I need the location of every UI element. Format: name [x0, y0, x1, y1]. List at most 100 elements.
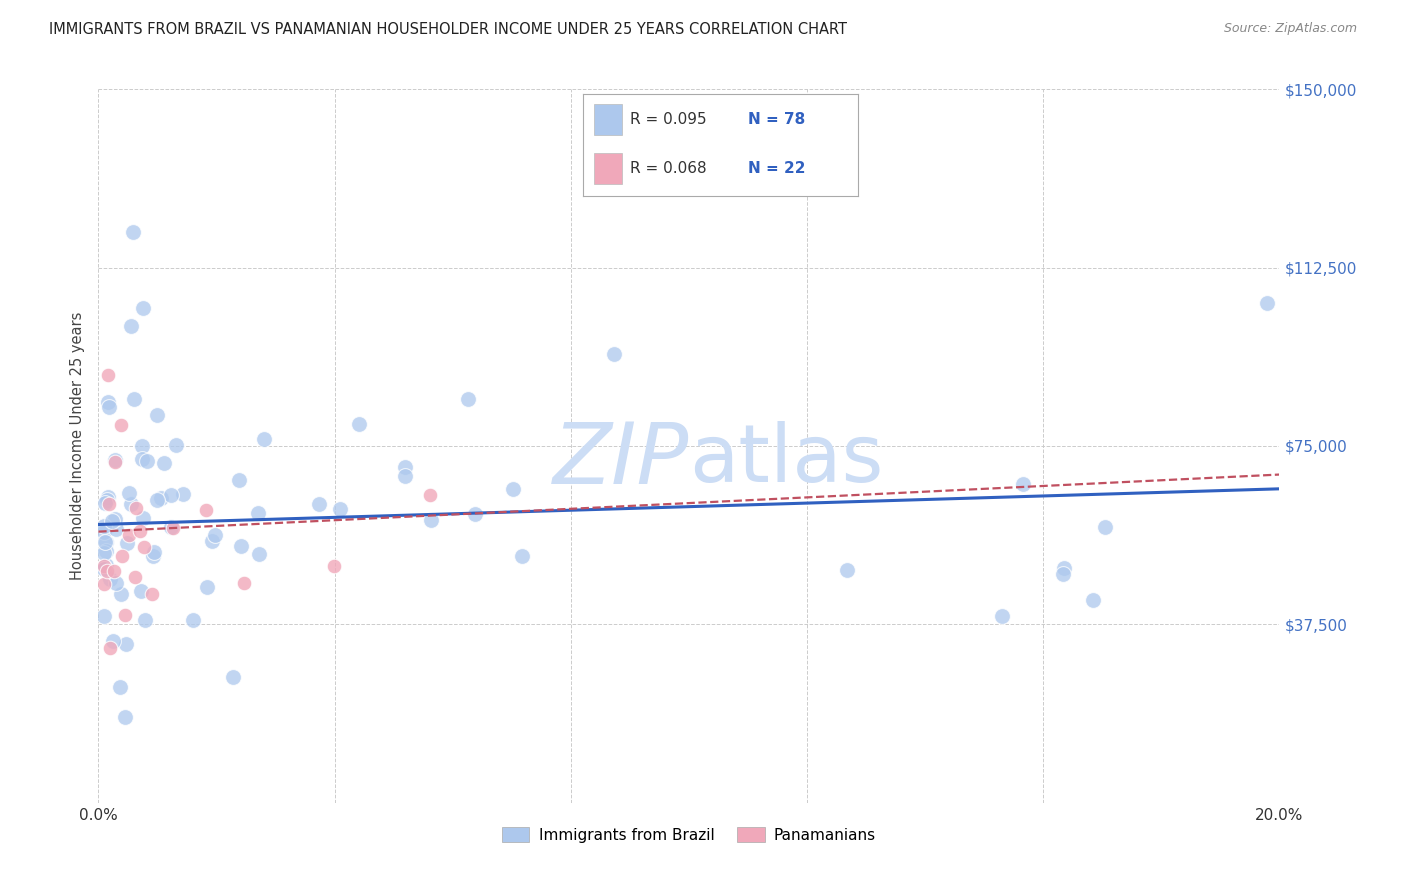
Point — [121, 225, 143, 239]
Bar — [595, 104, 621, 135]
Point — [394, 460, 416, 475]
Point — [93, 546, 115, 560]
Point — [131, 301, 153, 315]
Point — [110, 587, 132, 601]
Point — [195, 581, 218, 595]
Text: Source: ZipAtlas.com: Source: ZipAtlas.com — [1223, 22, 1357, 36]
Point — [114, 710, 136, 724]
Point — [329, 502, 352, 516]
Point — [1081, 593, 1104, 607]
Point — [160, 488, 183, 502]
Text: R = 0.068: R = 0.068 — [630, 161, 707, 176]
Point — [183, 613, 205, 627]
Point — [991, 608, 1014, 623]
Point — [1012, 477, 1035, 491]
Point — [97, 368, 120, 382]
Point — [160, 520, 183, 534]
Point — [111, 549, 134, 563]
Point — [194, 503, 217, 517]
Point — [502, 483, 524, 497]
Point — [104, 455, 127, 469]
Point — [98, 572, 121, 586]
Point — [115, 536, 138, 550]
Legend: Immigrants from Brazil, Panamanians: Immigrants from Brazil, Panamanians — [496, 821, 882, 848]
Point — [103, 565, 125, 579]
Point — [104, 522, 127, 536]
Point — [124, 570, 146, 584]
Point — [145, 493, 167, 508]
Point — [93, 562, 115, 576]
Point — [142, 545, 165, 559]
Point — [94, 543, 117, 558]
Point — [101, 633, 124, 648]
Point — [108, 680, 131, 694]
Point — [142, 549, 165, 564]
Point — [97, 395, 120, 409]
Point — [204, 528, 226, 542]
Point — [347, 417, 370, 431]
Point — [512, 549, 534, 563]
Point — [122, 392, 145, 406]
Point — [253, 432, 276, 446]
Point — [1256, 295, 1278, 310]
Point — [246, 506, 269, 520]
Text: IMMIGRANTS FROM BRAZIL VS PANAMANIAN HOUSEHOLDER INCOME UNDER 25 YEARS CORRELATI: IMMIGRANTS FROM BRAZIL VS PANAMANIAN HOU… — [49, 22, 848, 37]
Point — [96, 534, 118, 549]
Point — [96, 558, 118, 573]
Point — [93, 496, 115, 510]
Point — [93, 577, 115, 591]
Point — [131, 452, 153, 467]
Bar — [595, 153, 621, 184]
Point — [117, 486, 139, 500]
Point — [124, 501, 146, 516]
Point — [96, 492, 118, 507]
Point — [132, 511, 155, 525]
Point — [172, 487, 194, 501]
Point — [134, 540, 156, 554]
Point — [120, 319, 142, 334]
Y-axis label: Householder Income Under 25 years: Householder Income Under 25 years — [70, 312, 86, 580]
Point — [464, 507, 486, 521]
Text: R = 0.095: R = 0.095 — [630, 112, 707, 127]
Point — [149, 491, 172, 505]
Point — [93, 609, 115, 624]
Point — [136, 454, 159, 468]
Point — [97, 400, 120, 414]
Point — [1052, 566, 1074, 581]
Point — [93, 560, 115, 574]
Point — [166, 438, 188, 452]
Point — [98, 641, 121, 656]
Point — [110, 418, 132, 433]
Point — [104, 452, 127, 467]
Point — [229, 539, 252, 553]
Point — [94, 535, 117, 549]
Point — [114, 608, 136, 623]
Point — [104, 512, 127, 526]
Point — [308, 497, 330, 511]
Point — [222, 670, 245, 684]
Text: atlas: atlas — [689, 421, 883, 500]
Point — [419, 488, 441, 502]
Text: N = 78: N = 78 — [748, 112, 806, 127]
Text: ZIP: ZIP — [553, 418, 689, 502]
Point — [322, 558, 344, 573]
Point — [128, 524, 150, 538]
Point — [603, 346, 626, 360]
Point — [131, 439, 153, 453]
Point — [93, 559, 115, 574]
Point — [114, 637, 136, 651]
Point — [837, 563, 859, 577]
Point — [96, 564, 118, 578]
Point — [118, 527, 141, 541]
Point — [228, 473, 250, 487]
Point — [145, 408, 167, 422]
Point — [394, 469, 416, 483]
Point — [419, 512, 441, 526]
Text: N = 22: N = 22 — [748, 161, 806, 176]
Point — [1053, 561, 1076, 575]
Point — [129, 583, 152, 598]
Point — [152, 457, 174, 471]
Point — [93, 525, 115, 540]
Point — [120, 498, 142, 512]
Point — [101, 515, 124, 529]
